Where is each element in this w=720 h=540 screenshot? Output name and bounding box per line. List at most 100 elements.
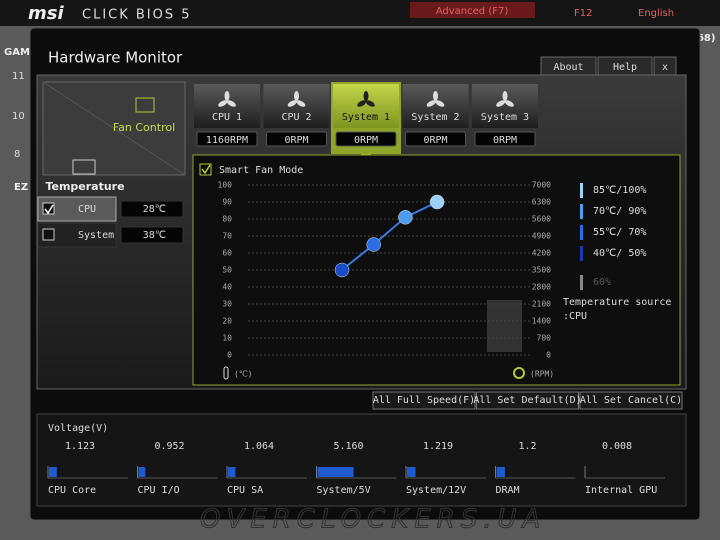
voltage-value: 1.064 bbox=[244, 441, 274, 452]
smart-fan-label[interactable]: Smart Fan Mode bbox=[219, 165, 303, 176]
legend-label: 55℃/ 70% bbox=[593, 227, 646, 238]
voltage-name: System/12V bbox=[406, 485, 466, 496]
checkbox[interactable] bbox=[199, 163, 212, 176]
y-tick-label: 30 bbox=[222, 300, 232, 309]
fan-speed: 0RPM bbox=[423, 135, 447, 146]
window-title: Hardware Monitor bbox=[48, 49, 183, 67]
fan-blade bbox=[224, 91, 230, 101]
temp-icon bbox=[72, 159, 96, 175]
curve-line bbox=[341, 201, 438, 271]
y2-tick-label: 1400 bbox=[532, 317, 551, 326]
y2-tick-label: 7000 bbox=[532, 181, 551, 190]
y2-tick-label: 3500 bbox=[532, 266, 551, 275]
window-button-label[interactable]: Help bbox=[613, 62, 637, 73]
x-unit: (℃) bbox=[234, 370, 253, 379]
watermark: OVERCLOCKERS.UA bbox=[200, 505, 546, 535]
bg-label: GAM bbox=[4, 47, 30, 58]
y-tick-label: 50 bbox=[222, 266, 232, 275]
action-label[interactable]: All Set Default(D) bbox=[473, 395, 581, 406]
fan-name[interactable]: System 3 bbox=[481, 112, 529, 123]
y2-tick-label: 2100 bbox=[532, 300, 551, 309]
voltage-value: 1.219 bbox=[423, 441, 453, 452]
voltage-value: 0.952 bbox=[154, 441, 184, 452]
y-tick-label: 90 bbox=[222, 198, 232, 207]
window-button-label[interactable]: x bbox=[662, 62, 668, 73]
sensor-value-box bbox=[120, 200, 184, 218]
fan-name[interactable]: CPU 1 bbox=[212, 112, 242, 123]
sensor-value: 38℃ bbox=[143, 230, 166, 241]
sensor-value-box bbox=[120, 226, 184, 244]
curve-point[interactable] bbox=[334, 262, 350, 278]
fan-control[interactable]: Fan Control bbox=[113, 121, 175, 134]
legend-label: 70℃/ 90% bbox=[593, 206, 646, 217]
y2-tick-label: 0 bbox=[546, 351, 551, 360]
fan-blade bbox=[357, 100, 367, 107]
voltage-name: System/5V bbox=[317, 485, 371, 496]
y-tick-label: 40 bbox=[222, 283, 232, 292]
action-button[interactable] bbox=[476, 391, 579, 410]
fan-speed-box bbox=[266, 131, 327, 147]
product: CLICK BIOS 5 bbox=[82, 8, 192, 23]
fan-speed: 0RPM bbox=[493, 135, 517, 146]
voltage-name: CPU Core bbox=[48, 485, 96, 496]
fan-speed: 1160RPM bbox=[206, 135, 248, 146]
fan-name[interactable]: System 1 bbox=[342, 112, 390, 123]
fan-icon bbox=[135, 97, 155, 113]
mode-tab[interactable] bbox=[410, 2, 535, 18]
fan-blade bbox=[426, 100, 436, 107]
temp-icon bbox=[223, 366, 229, 380]
temperature[interactable]: Temperature bbox=[45, 180, 124, 193]
window-button-label[interactable]: About bbox=[553, 62, 583, 73]
sensor-name: CPU bbox=[78, 204, 96, 215]
fan-blade bbox=[294, 91, 299, 101]
fan-name[interactable]: CPU 2 bbox=[281, 112, 311, 123]
y2-tick-label: 4200 bbox=[532, 249, 551, 258]
inactive-label: 60% bbox=[593, 277, 611, 288]
y2-tick-label: 4900 bbox=[532, 232, 551, 241]
curve-point[interactable] bbox=[398, 210, 413, 225]
legend-label: 85℃/100% bbox=[593, 185, 646, 196]
y2-unit: (RPM) bbox=[530, 370, 554, 379]
voltage-name: CPU I/O bbox=[138, 485, 180, 496]
action-button[interactable] bbox=[372, 391, 476, 410]
action-label[interactable]: All Full Speed(F) bbox=[373, 395, 475, 406]
action-button[interactable] bbox=[579, 391, 683, 410]
fan-blade bbox=[363, 91, 369, 101]
rpm-icon bbox=[513, 367, 525, 379]
sensor-checkbox[interactable] bbox=[42, 228, 55, 241]
check bbox=[201, 164, 211, 175]
sensor-row[interactable] bbox=[37, 196, 117, 222]
curve-point[interactable] bbox=[429, 194, 445, 210]
y-tick-label: 60 bbox=[222, 249, 232, 258]
y-tick-label: 80 bbox=[222, 215, 232, 224]
legend-swatch bbox=[580, 183, 583, 198]
fan-blade bbox=[365, 100, 375, 107]
curve-point[interactable] bbox=[366, 237, 381, 252]
voltage-value: 5.160 bbox=[333, 441, 363, 452]
fan-speed-box bbox=[335, 131, 397, 147]
mode[interactable]: Advanced (F7) bbox=[436, 6, 509, 17]
fan-speed-box bbox=[196, 131, 258, 147]
fan-blade bbox=[226, 100, 236, 107]
y2-tick-label: 700 bbox=[537, 334, 552, 343]
screenshot-key[interactable]: F12 bbox=[574, 8, 592, 19]
sensor-checkbox[interactable] bbox=[42, 202, 55, 215]
action-label[interactable]: All Set Cancel(C) bbox=[580, 395, 682, 406]
bg-number: 10 bbox=[12, 111, 25, 122]
divider bbox=[42, 81, 186, 176]
fan-speed-box bbox=[474, 131, 536, 147]
voltage-name: CPU SA bbox=[227, 485, 263, 496]
fan-name[interactable]: System 2 bbox=[411, 112, 459, 123]
fan-blade bbox=[496, 100, 506, 107]
fan-blade bbox=[287, 100, 297, 107]
voltage-title: Voltage(V) bbox=[48, 423, 108, 434]
top-bar bbox=[0, 0, 720, 26]
fan-blade bbox=[433, 91, 438, 101]
bg-number: 11 bbox=[12, 71, 25, 82]
legend-label: 40℃/ 50% bbox=[593, 248, 646, 259]
voltage-bar bbox=[407, 467, 416, 477]
language[interactable]: English bbox=[638, 8, 674, 19]
fan-blade bbox=[435, 100, 445, 107]
fan-blade bbox=[502, 91, 508, 101]
